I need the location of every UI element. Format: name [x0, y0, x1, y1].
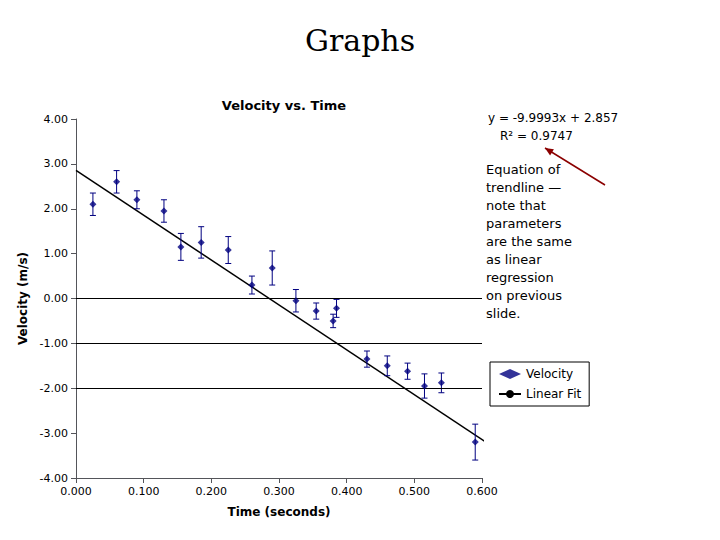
svg-text:are the same: are the same [486, 234, 572, 249]
svg-text:4.00: 4.00 [44, 113, 69, 126]
svg-text:0.300: 0.300 [263, 485, 295, 498]
svg-text:-4.00: -4.00 [40, 472, 68, 485]
svg-text:Velocity vs. Time: Velocity vs. Time [222, 98, 346, 113]
svg-text:Linear Fit: Linear Fit [526, 387, 581, 401]
svg-text:0.200: 0.200 [196, 485, 228, 498]
svg-text:trendline —: trendline — [486, 180, 561, 195]
svg-text:parameters: parameters [486, 216, 562, 231]
svg-text:slide.: slide. [486, 306, 520, 321]
svg-text:Graphs: Graphs [305, 23, 415, 58]
svg-text:y = -9.9993x + 2.857: y = -9.9993x + 2.857 [488, 111, 618, 125]
svg-text:0.500: 0.500 [399, 485, 431, 498]
svg-text:as linear: as linear [486, 252, 542, 267]
svg-text:Time (seconds): Time (seconds) [227, 505, 330, 519]
svg-text:-2.00: -2.00 [40, 382, 68, 395]
svg-text:Velocity (m/s): Velocity (m/s) [16, 252, 30, 345]
svg-text:0.00: 0.00 [44, 292, 69, 305]
svg-text:0.000: 0.000 [60, 485, 92, 498]
svg-text:0.100: 0.100 [128, 485, 160, 498]
svg-text:2.00: 2.00 [44, 202, 69, 215]
svg-text:0.400: 0.400 [331, 485, 363, 498]
svg-text:R² = 0.9747: R² = 0.9747 [500, 129, 573, 143]
svg-text:-3.00: -3.00 [40, 427, 68, 440]
svg-text:on previous: on previous [486, 288, 562, 303]
svg-text:0.600: 0.600 [466, 485, 498, 498]
svg-text:-1.00: -1.00 [40, 337, 68, 350]
svg-text:Equation of: Equation of [486, 162, 561, 177]
svg-text:Velocity: Velocity [526, 367, 573, 381]
svg-text:1.00: 1.00 [44, 247, 69, 260]
svg-text:regression: regression [486, 270, 554, 285]
svg-text:3.00: 3.00 [44, 157, 69, 170]
svg-text:note that: note that [486, 198, 546, 213]
